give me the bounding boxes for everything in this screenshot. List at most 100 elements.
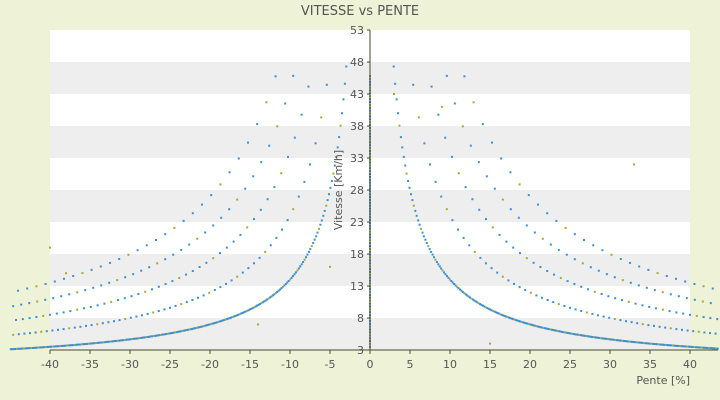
data-point [526, 322, 529, 325]
data-point [620, 339, 623, 342]
data-point [28, 347, 31, 350]
data-point [199, 325, 202, 328]
data-point [664, 344, 667, 346]
data-point [489, 342, 491, 345]
data-point [198, 266, 201, 268]
data-point [233, 315, 235, 318]
data-point [629, 261, 631, 264]
data-point [152, 311, 155, 314]
data-point [573, 283, 576, 285]
data-point [546, 299, 549, 301]
data-point [266, 298, 269, 301]
data-point [148, 266, 151, 269]
data-point [557, 248, 560, 251]
data-point [457, 287, 460, 290]
data-point [440, 267, 443, 270]
data-point [127, 253, 130, 256]
data-point [525, 224, 528, 227]
data-point [133, 337, 136, 340]
data-point [500, 157, 503, 160]
data-point [182, 219, 185, 222]
data-point [492, 309, 494, 312]
data-point [258, 256, 261, 259]
data-point [712, 347, 715, 350]
data-point [505, 240, 508, 243]
data-point [53, 345, 55, 348]
data-point [711, 287, 714, 290]
data-point [670, 344, 673, 347]
data-point [241, 271, 244, 274]
data-point [583, 239, 585, 241]
data-point [37, 346, 40, 349]
data-point [434, 180, 437, 183]
data-point [155, 334, 158, 337]
data-point [218, 320, 221, 323]
data-point [650, 342, 653, 345]
data-point [619, 319, 622, 322]
data-point [12, 333, 15, 336]
data-point [213, 289, 216, 291]
data-point [24, 347, 27, 350]
data-point [462, 236, 465, 239]
data-point [165, 333, 168, 335]
data-point [661, 308, 664, 311]
data-point [42, 314, 45, 317]
data-point [150, 335, 153, 338]
data-point [672, 344, 674, 347]
data-point [164, 283, 167, 285]
data-point [509, 317, 512, 320]
data-point [655, 307, 657, 310]
data-point [563, 305, 566, 307]
data-point [709, 302, 712, 305]
data-point [323, 209, 326, 212]
data-point [451, 219, 454, 222]
data-point [265, 101, 268, 104]
data-point [205, 324, 208, 327]
data-point [17, 333, 20, 336]
data-point [270, 295, 273, 298]
data-point [675, 277, 677, 280]
data-point [658, 325, 661, 328]
data-point [472, 101, 475, 104]
data-point [675, 311, 678, 314]
data-point [219, 183, 222, 186]
data-point [552, 301, 555, 304]
data-point [565, 253, 568, 256]
data-point [314, 142, 317, 145]
data-point [60, 295, 63, 298]
data-point [11, 348, 14, 351]
data-point [292, 74, 295, 77]
data-point [415, 214, 418, 217]
x-tick-label: -35 [81, 358, 99, 371]
data-point [202, 325, 205, 328]
data-point [282, 285, 284, 288]
data-point [660, 343, 663, 346]
data-point [441, 269, 444, 272]
data-point [687, 345, 690, 348]
y-tick-label: 48 [350, 56, 364, 69]
data-point [535, 325, 538, 328]
data-point [208, 291, 211, 294]
data-point [38, 346, 41, 349]
data-point [551, 328, 554, 331]
data-point [641, 341, 644, 344]
data-point [496, 311, 499, 314]
data-point [524, 289, 527, 291]
data-point [530, 323, 533, 326]
data-point [517, 216, 520, 219]
data-point [598, 337, 601, 339]
data-point [139, 337, 142, 339]
data-point [437, 263, 440, 266]
data-point [269, 296, 271, 299]
data-point [630, 340, 633, 343]
data-point [236, 275, 239, 278]
data-point [57, 345, 60, 348]
data-point [716, 347, 719, 350]
data-point [499, 313, 502, 316]
data-point [489, 308, 492, 311]
data-point [336, 146, 339, 149]
data-point [114, 340, 117, 342]
data-point [234, 314, 237, 317]
data-point [129, 338, 132, 341]
data-point [443, 271, 446, 274]
